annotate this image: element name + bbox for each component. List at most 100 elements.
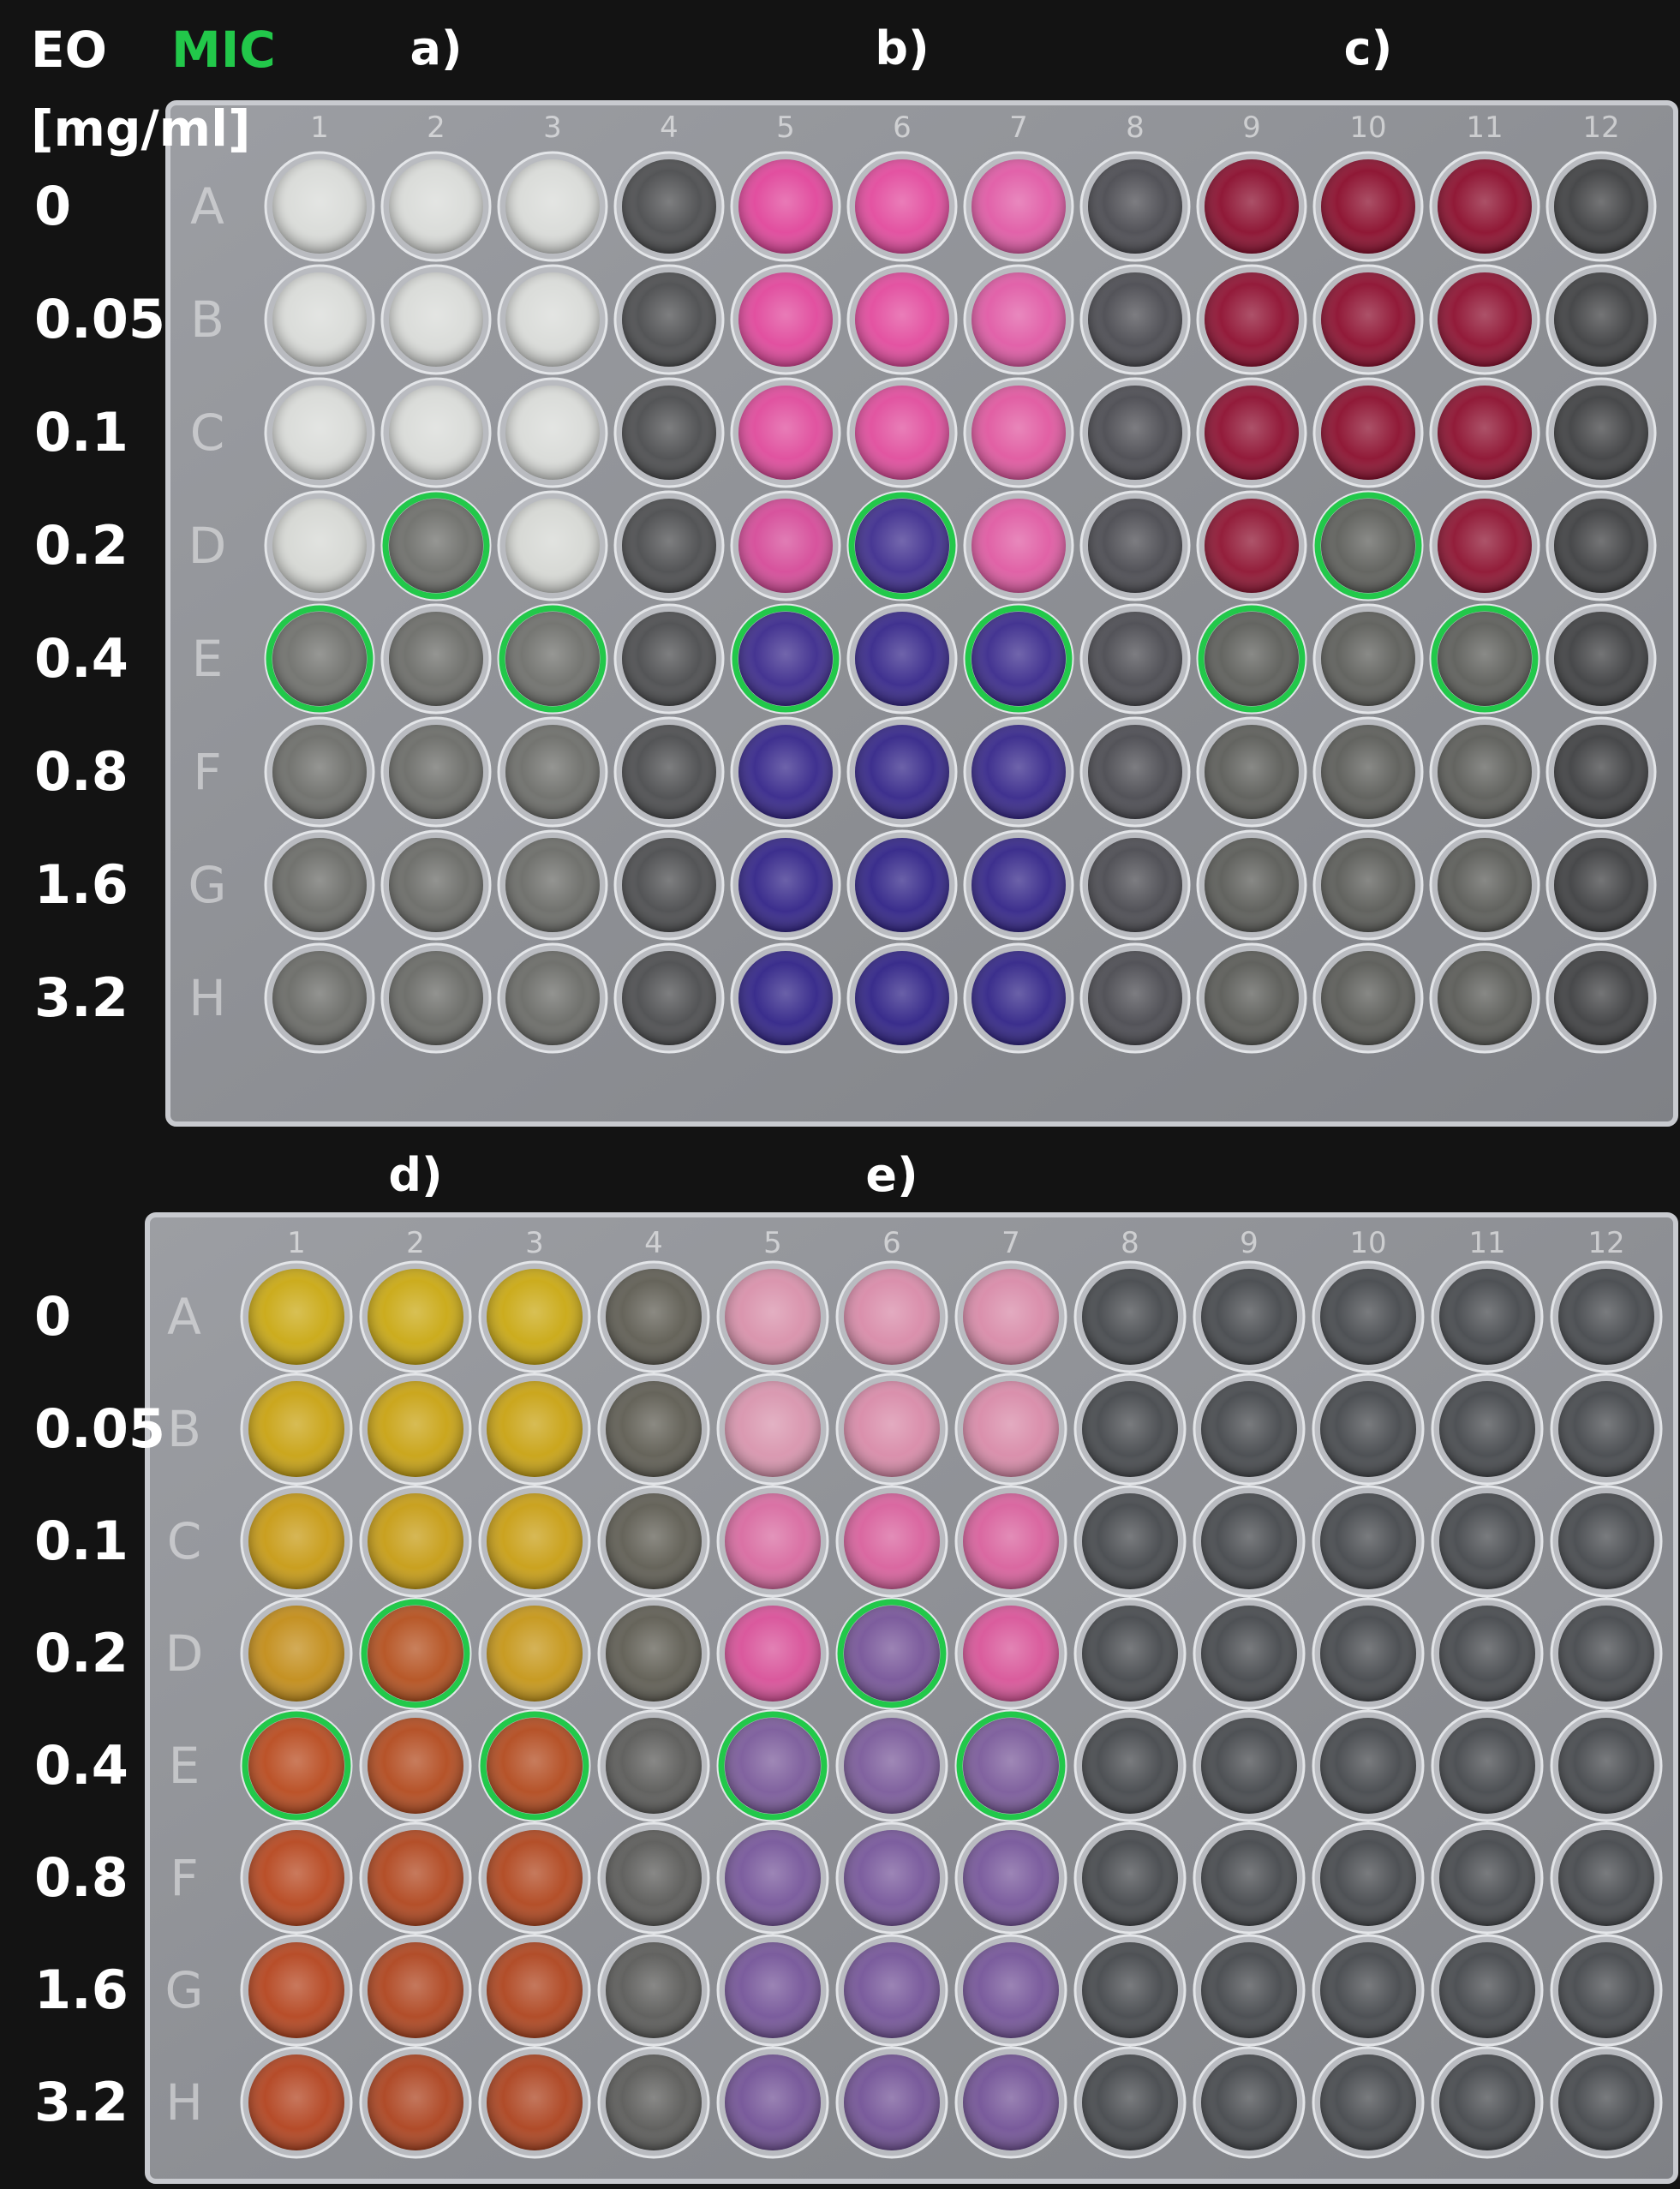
well-shade (725, 1830, 821, 1926)
well (597, 1260, 710, 1373)
well (359, 1709, 472, 1822)
panel-label: d) (388, 1148, 442, 1202)
well-shade (725, 1381, 821, 1477)
panel-labels: a) b) c) d) e) (388, 21, 1392, 1202)
well (730, 942, 841, 1054)
well (264, 377, 375, 488)
well (1550, 1485, 1663, 1598)
well-shade (389, 725, 483, 819)
column-number: 8 (1121, 1226, 1139, 1260)
column-number: 9 (1240, 1226, 1259, 1260)
mic-ring (732, 605, 840, 713)
well-shade (972, 725, 1066, 819)
well-shade (487, 1718, 583, 1814)
well-shade (505, 838, 600, 932)
well (478, 1373, 591, 1486)
well (1429, 829, 1540, 941)
well (1431, 2046, 1544, 2159)
well (954, 1485, 1067, 1598)
well-shade (1558, 1606, 1654, 1702)
well-shade (1558, 1830, 1654, 1926)
well (1312, 1709, 1425, 1822)
well (1431, 1260, 1544, 1373)
well (846, 264, 958, 375)
well (1550, 1597, 1663, 1710)
well-shade (389, 951, 483, 1045)
well-shade (248, 1718, 344, 1814)
well-shade (963, 1269, 1059, 1365)
well (963, 716, 1074, 828)
well (613, 490, 725, 601)
well-shade (1558, 2054, 1654, 2150)
well-shade (272, 951, 367, 1045)
well-shade (725, 1718, 821, 1814)
well (1312, 942, 1424, 1054)
well-shade (1439, 1493, 1535, 1589)
well (963, 490, 1074, 601)
well-shade (963, 1606, 1059, 1702)
well (1429, 603, 1540, 715)
well-shade (725, 1942, 821, 2038)
well (264, 490, 375, 601)
well-shade (487, 1493, 583, 1589)
well (730, 264, 841, 375)
well-shade (725, 1606, 821, 1702)
well (1073, 1260, 1187, 1373)
well (1079, 377, 1191, 488)
well (240, 1709, 353, 1822)
well (716, 1821, 829, 1935)
well-shade (248, 1942, 344, 2038)
well-shade (738, 725, 833, 819)
well-shade (622, 951, 716, 1045)
well (1431, 1821, 1544, 1935)
row-letter: D (188, 517, 227, 575)
well (730, 377, 841, 488)
mic-ring (242, 1711, 351, 1821)
well-shade (606, 1381, 702, 1477)
well-shade (1321, 838, 1415, 932)
well-shade (389, 838, 483, 932)
well (835, 1597, 948, 1710)
well-shade (855, 159, 949, 254)
column-number: 3 (525, 1226, 544, 1260)
well-shade (1205, 725, 1299, 819)
well-shade (606, 1269, 702, 1365)
well (613, 716, 725, 828)
column-number: 7 (1001, 1226, 1020, 1260)
panel-label: a) (410, 21, 462, 75)
well (597, 1597, 710, 1710)
well (359, 1934, 472, 2047)
well-shade (1205, 838, 1299, 932)
well-shade (1321, 725, 1415, 819)
well-shade (1554, 725, 1648, 819)
well (1312, 1934, 1425, 2047)
well (1431, 1597, 1544, 1710)
well (613, 603, 725, 715)
well (359, 2046, 472, 2159)
well (1079, 603, 1191, 715)
well (1193, 1934, 1306, 2047)
well-shade (855, 951, 949, 1045)
well-shade (1438, 159, 1532, 254)
well-shade (505, 951, 600, 1045)
row-letter: E (192, 630, 224, 688)
well-shade (1558, 1942, 1654, 2038)
well (954, 1934, 1067, 2047)
well (835, 1934, 948, 2047)
well-shade (1558, 1718, 1654, 1814)
well (1312, 1597, 1425, 1710)
well (380, 151, 492, 262)
well (835, 1709, 948, 1822)
row-letter: F (170, 1849, 198, 1907)
well (954, 1709, 1067, 1822)
column-number: 1 (310, 111, 329, 145)
bottom-plate-mic-rings (242, 1599, 1066, 1821)
well-shade (1438, 951, 1532, 1045)
well (240, 1260, 353, 1373)
well (835, 1260, 948, 1373)
well (597, 1821, 710, 1935)
well-shade (844, 1269, 940, 1365)
mic-ring (965, 605, 1073, 713)
mic-ring (718, 1711, 828, 1821)
well-shade (1554, 499, 1648, 593)
